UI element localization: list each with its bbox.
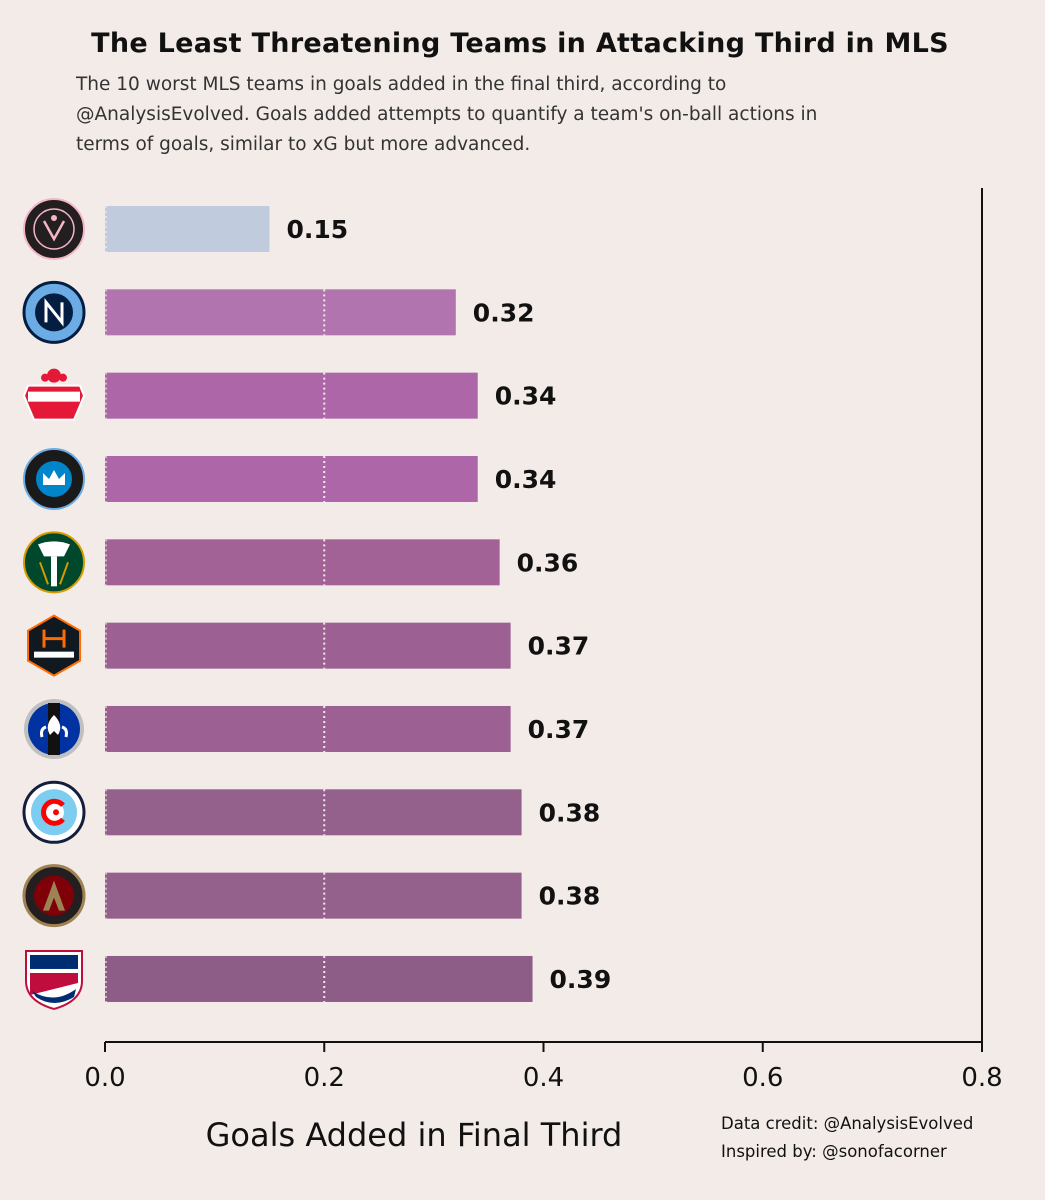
subtitle-line: terms of goals, similar to xG but more a… [76, 134, 531, 155]
chart-title: The Least Threatening Teams in Attacking… [91, 28, 949, 59]
chart-subtitle: The 10 worst MLS teams in goals added in… [76, 70, 956, 160]
inspired-by-credit: Inspired by: @sonofacorner [721, 1142, 947, 1161]
bar-value-label: 0.34 [495, 382, 557, 411]
subtitle-line: @AnalysisEvolved. Goals added attempts t… [76, 104, 818, 125]
bar [105, 872, 522, 919]
portland-timbers-logo-icon [23, 531, 85, 594]
bar [105, 289, 456, 336]
bar [105, 206, 270, 252]
fc-dallas-logo-icon [25, 949, 83, 1011]
bar-value-label: 0.37 [528, 715, 590, 744]
data-credit: Data credit: @AnalysisEvolved [721, 1114, 974, 1133]
bar [105, 539, 500, 586]
bar [105, 372, 478, 419]
bar-value-label: 0.39 [550, 965, 612, 994]
charlotte-fc-logo-icon [23, 447, 85, 510]
cf-montreal-logo-icon [24, 698, 84, 759]
x-tick-label: 0.2 [304, 1063, 345, 1093]
bar [105, 789, 522, 836]
bar [105, 622, 511, 669]
inter-miami-logo-icon [23, 198, 85, 260]
chicago-fire-logo-icon [22, 780, 86, 844]
houston-dynamo-logo-icon [27, 614, 81, 677]
subtitle-line: The 10 worst MLS teams in goals added in… [76, 74, 727, 95]
x-tick-label: 0.0 [84, 1063, 125, 1093]
credits: Data credit: @AnalysisEvolved Inspired b… [721, 1110, 973, 1166]
bar-value-label: 0.38 [539, 882, 601, 911]
bar-value-label: 0.34 [495, 465, 557, 494]
nycfc-logo-icon [22, 280, 86, 344]
bar [105, 455, 478, 502]
bar-value-label: 0.38 [539, 798, 601, 827]
bar-value-label: 0.15 [286, 215, 348, 244]
bar-value-label: 0.36 [517, 548, 579, 577]
bar-value-label: 0.37 [528, 632, 590, 661]
x-axis-label: Goals Added in Final Third [205, 1116, 623, 1154]
bar [105, 705, 511, 752]
bar [105, 955, 533, 1002]
x-tick-label: 0.8 [961, 1063, 1002, 1093]
x-tick-label: 0.4 [523, 1063, 564, 1093]
toronto-fc-logo-icon [22, 368, 86, 421]
bar-value-label: 0.32 [473, 298, 535, 327]
atlanta-united-logo-icon [22, 864, 86, 928]
x-tick-label: 0.6 [742, 1063, 783, 1093]
